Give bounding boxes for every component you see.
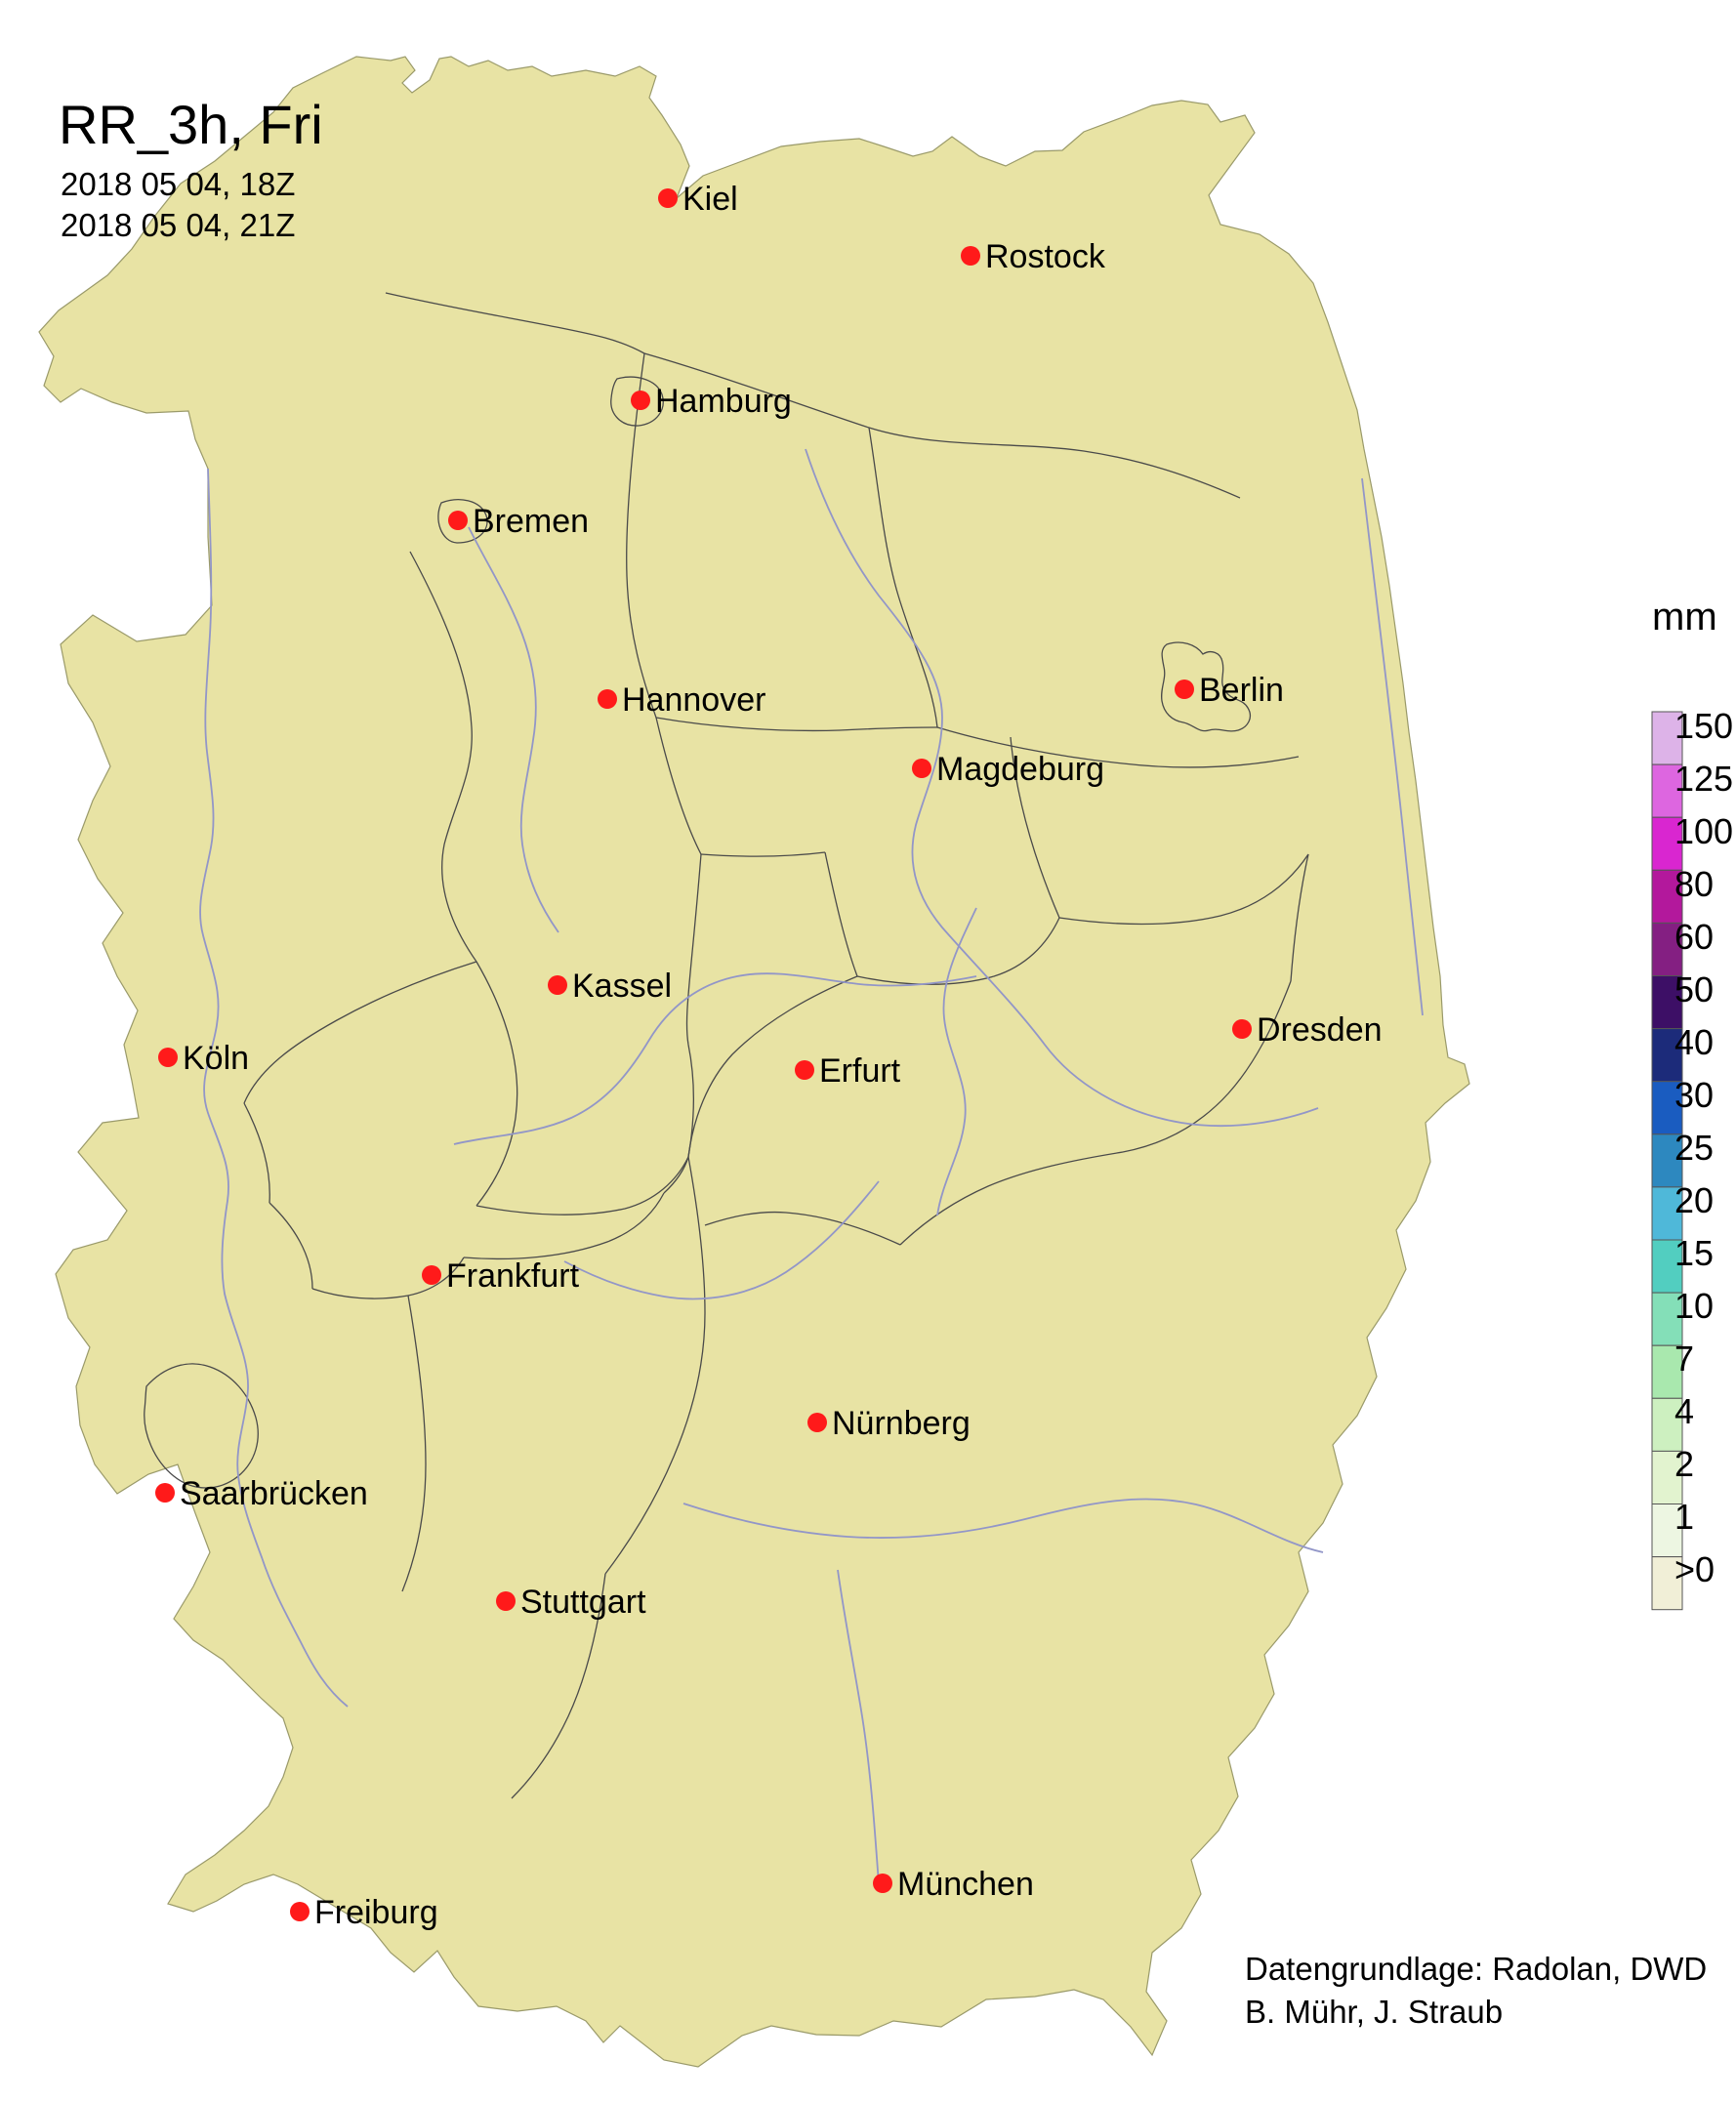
svg-text:Kassel: Kassel [572,968,672,1005]
svg-text:50: 50 [1674,969,1714,1009]
svg-text:1: 1 [1674,1497,1694,1537]
svg-text:Freiburg: Freiburg [314,1894,438,1931]
svg-text:80: 80 [1674,864,1714,904]
svg-text:Berlin: Berlin [1199,672,1284,709]
svg-text:25: 25 [1674,1128,1714,1168]
svg-text:60: 60 [1674,917,1714,957]
svg-text:40: 40 [1674,1022,1714,1062]
svg-text:Erfurt: Erfurt [819,1052,901,1090]
svg-text:Hamburg: Hamburg [655,383,792,420]
svg-text:Nürnberg: Nürnberg [832,1405,971,1442]
svg-text:4: 4 [1674,1391,1694,1431]
svg-text:100: 100 [1674,811,1733,851]
svg-text:125: 125 [1674,759,1733,799]
svg-text:Stuttgart: Stuttgart [520,1584,646,1621]
svg-text:20: 20 [1674,1180,1714,1220]
svg-text:Bremen: Bremen [473,503,589,540]
svg-text:mm: mm [1652,596,1717,639]
svg-text:10: 10 [1674,1286,1714,1326]
svg-text:Dresden: Dresden [1257,1011,1383,1049]
svg-text:Köln: Köln [183,1040,249,1077]
svg-text:Hannover: Hannover [622,681,765,719]
svg-text:Rostock: Rostock [985,238,1106,275]
svg-text:Frankfurt: Frankfurt [446,1257,580,1295]
svg-text:15: 15 [1674,1233,1714,1273]
svg-text:München: München [897,1866,1034,1903]
svg-text:150: 150 [1674,706,1733,746]
svg-text:Kiel: Kiel [682,181,738,218]
svg-text:2: 2 [1674,1444,1694,1484]
svg-text:7: 7 [1674,1339,1694,1379]
svg-text:>0: >0 [1674,1549,1715,1589]
svg-text:Magdeburg: Magdeburg [936,751,1104,788]
svg-text:Saarbrücken: Saarbrücken [180,1475,368,1512]
svg-text:30: 30 [1674,1075,1714,1115]
